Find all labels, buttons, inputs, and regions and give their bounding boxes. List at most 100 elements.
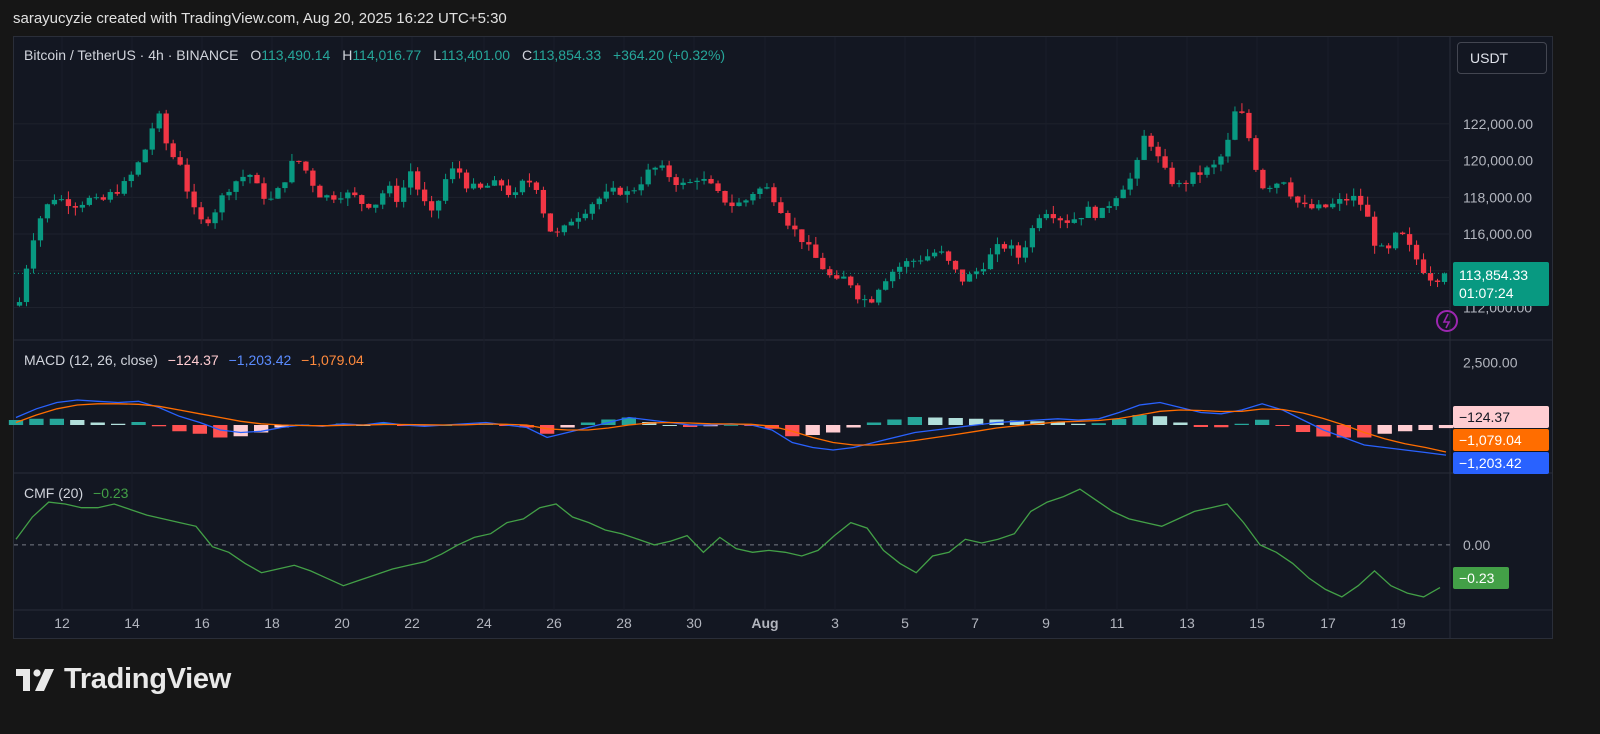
candle-body <box>254 174 260 184</box>
macd-histogram-bar <box>1234 423 1249 425</box>
macd-line-value: −1,203.42 <box>228 352 292 368</box>
date-axis-label: 22 <box>404 615 420 631</box>
candle-body <box>903 261 910 267</box>
macd-histogram-bar <box>866 422 882 425</box>
candle-body <box>519 180 526 193</box>
candle-body <box>1148 135 1154 147</box>
candle-body <box>973 271 980 275</box>
candle-body <box>1427 273 1434 281</box>
macd-histogram-bar <box>805 425 820 435</box>
macd-histogram-bar <box>192 425 208 434</box>
macd-axis-label: 2,500.00 <box>1463 355 1518 371</box>
candle-body <box>638 184 644 191</box>
attribution-text: sarayucyzie created with TradingView.com… <box>13 10 507 27</box>
date-axis-label: 12 <box>54 615 70 631</box>
date-axis-label: 26 <box>546 615 562 631</box>
chart-frame[interactable] <box>13 36 1553 639</box>
price-axis-label: 118,000.00 <box>1463 189 1532 205</box>
cmf-tag: −0.23 <box>1453 567 1509 589</box>
candle-body <box>477 183 484 188</box>
date-axis-label: 15 <box>1249 615 1265 631</box>
date-axis-label: 14 <box>124 615 140 631</box>
candle-body <box>729 202 735 207</box>
candle-body <box>421 189 428 202</box>
candle-body <box>841 276 847 279</box>
candle-body <box>659 165 665 168</box>
close-value: 113,854.33 <box>532 47 602 63</box>
alert-bolt-icon <box>1442 313 1451 329</box>
macd-histogram-bar <box>887 419 902 425</box>
bar-countdown: 01:07:24 <box>1459 285 1514 301</box>
candle-body <box>380 193 386 205</box>
candle-body <box>673 177 679 186</box>
macd-histogram-bar <box>1377 425 1392 434</box>
last-price-value: 113,854.33 <box>1459 267 1529 283</box>
candle-body <box>366 203 372 208</box>
macd-histogram-bar <box>928 417 943 425</box>
candle-body <box>708 178 714 184</box>
cmf-title[interactable]: CMF (20) <box>24 485 84 501</box>
candle-body <box>1267 187 1273 189</box>
candle-body <box>93 197 99 199</box>
candle-body <box>771 187 777 203</box>
candle-body <box>1008 245 1015 249</box>
macd-signal-tag: −1,079.04 <box>1453 429 1549 451</box>
candle-body <box>1413 244 1420 260</box>
macd-title[interactable]: MACD (12, 26, close) <box>24 352 158 368</box>
candle-body <box>554 231 561 233</box>
candle-body <box>324 195 330 198</box>
candle-body <box>764 187 770 189</box>
candle-body <box>268 198 274 200</box>
candle-body <box>582 213 588 219</box>
candle-body <box>1197 172 1203 175</box>
candle-body <box>862 299 868 301</box>
candle-body <box>484 185 491 188</box>
candle-body <box>163 113 169 144</box>
candle-body <box>589 204 595 214</box>
macd-histogram-bar <box>948 418 963 425</box>
macd-histogram-bar <box>49 418 65 425</box>
candle-body <box>1071 219 1077 223</box>
cmf-legend: CMF (20) −0.23 <box>24 485 128 501</box>
candle-body <box>1106 206 1112 208</box>
date-axis-label: 9 <box>1042 615 1050 631</box>
candle-body <box>778 202 784 213</box>
candle-body <box>1253 138 1259 170</box>
candle-body <box>135 162 141 175</box>
tradingview-brand: TradingView <box>64 663 231 695</box>
candle-body <box>1330 203 1336 208</box>
candle-body <box>1358 195 1364 205</box>
candle-body <box>282 182 288 189</box>
macd-histogram-bar <box>785 425 800 437</box>
candle-body <box>177 157 183 165</box>
candle-body <box>247 174 253 177</box>
candle-body <box>1281 182 1287 184</box>
candle-body <box>352 192 358 196</box>
candle-body <box>743 200 749 203</box>
macd-histogram-bar <box>1295 425 1311 432</box>
macd-histogram-bar <box>274 425 289 428</box>
macd-histogram-bar <box>1357 425 1372 438</box>
macd-histogram-bar <box>90 422 105 425</box>
candle-body <box>1127 178 1133 190</box>
macd-histogram-bar <box>1071 423 1086 425</box>
macd-histogram-bar <box>1275 425 1290 426</box>
candle-body <box>701 178 707 181</box>
tradingview-logo[interactable]: TradingView <box>16 663 231 696</box>
macd-histogram-bar <box>172 425 187 432</box>
candle-body <box>1385 245 1392 249</box>
last-price-tag: 113,854.33 01:07:24 <box>1453 262 1549 306</box>
macd-signal-value: −1,079.04 <box>301 352 364 368</box>
candle-body <box>1092 206 1098 218</box>
candle-body <box>275 188 281 199</box>
currency-button[interactable]: USDT <box>1457 42 1547 74</box>
macd-histogram-bar <box>1091 423 1106 425</box>
close-label: C <box>521 47 533 63</box>
macd-histogram-bar <box>1336 425 1352 438</box>
candle-body <box>505 185 512 195</box>
candle-body <box>303 161 309 171</box>
symbol-label[interactable]: Bitcoin / TetherUS · 4h · BINANCE <box>24 47 239 63</box>
candle-body <box>408 171 414 188</box>
candle-body <box>687 182 693 184</box>
candle-body <box>1113 198 1119 207</box>
